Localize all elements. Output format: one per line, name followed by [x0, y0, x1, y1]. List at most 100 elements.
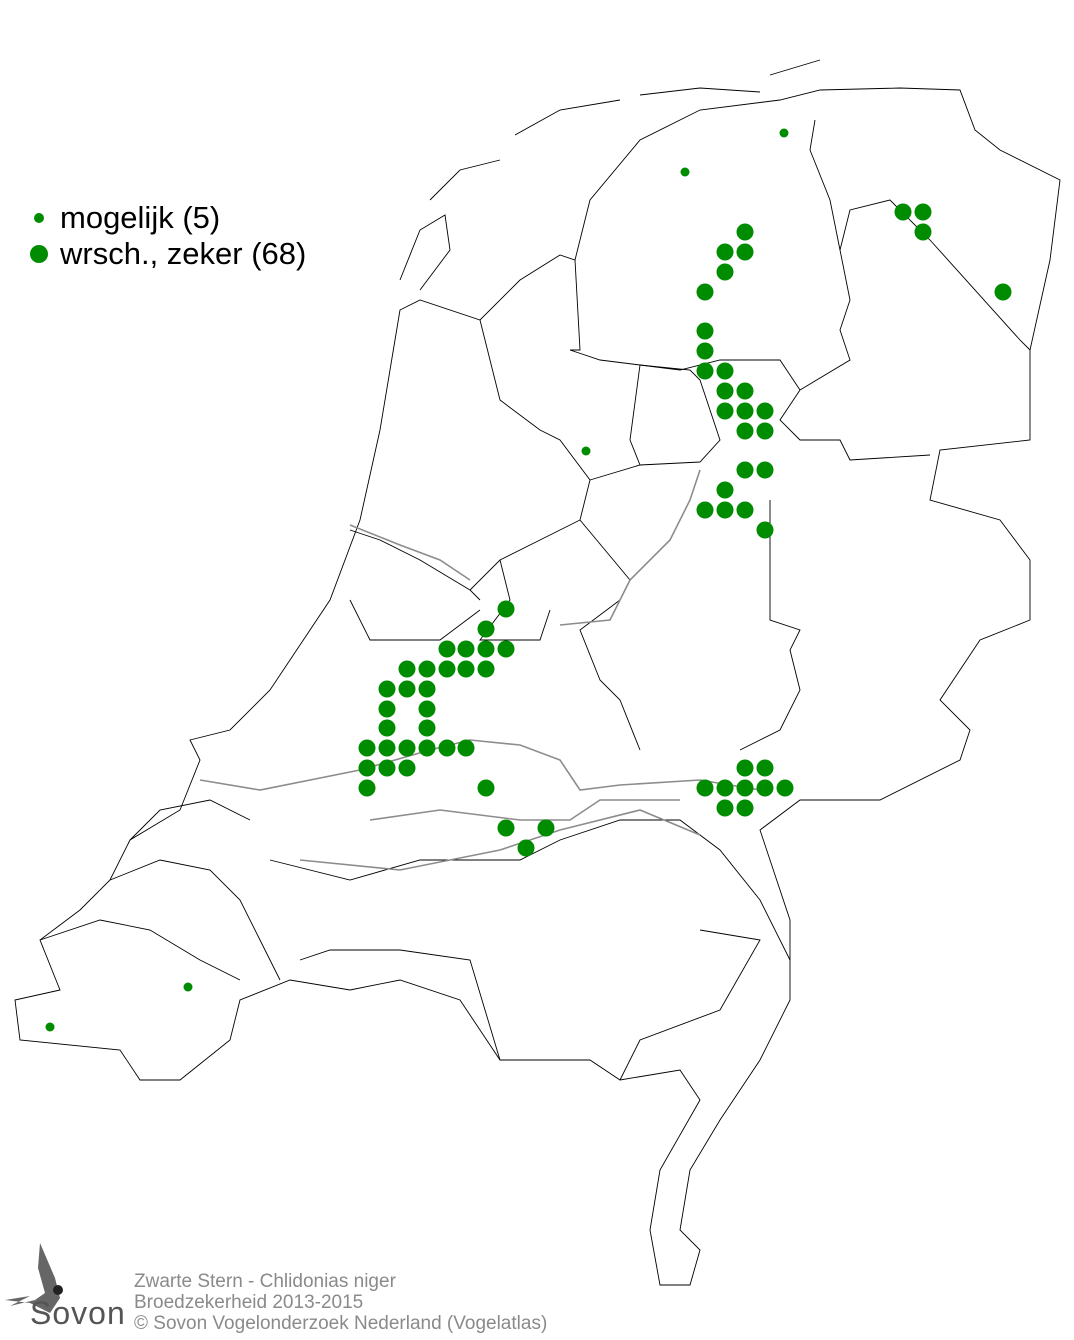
- dot-wrsch-zeker: [716, 362, 734, 380]
- dot-wrsch-zeker: [716, 799, 734, 817]
- groningen-border: [839, 199, 1031, 351]
- dot-wrsch-zeker: [696, 283, 714, 301]
- dot-wrsch-zeker: [497, 600, 515, 618]
- dot-wrsch-zeker: [457, 660, 475, 678]
- dot-wrsch-zeker: [497, 640, 515, 658]
- dot-wrsch-zeker: [756, 402, 774, 420]
- river-rhine-waal: [199, 739, 761, 821]
- dot-wrsch-zeker: [438, 660, 456, 678]
- dot-wrsch-zeker: [736, 461, 754, 479]
- dot-wrsch-zeker: [736, 402, 754, 420]
- dot-wrsch-zeker: [457, 739, 475, 757]
- logo-text: Sovon: [30, 1295, 126, 1331]
- dot-wrsch-zeker: [497, 819, 515, 837]
- observation-dots: [45, 128, 1012, 1032]
- dot-wrsch-zeker: [894, 203, 912, 221]
- dot-wrsch-zeker: [418, 739, 436, 757]
- dot-wrsch-zeker: [736, 243, 754, 261]
- dot-wrsch-zeker: [457, 640, 475, 658]
- dot-wrsch-zeker: [716, 779, 734, 797]
- legend-label: mogelijk (5): [60, 200, 221, 235]
- dot-wrsch-zeker: [716, 481, 734, 499]
- dot-wrsch-zeker: [398, 660, 416, 678]
- dot-wrsch-zeker: [477, 660, 495, 678]
- wadden-islands: [399, 59, 821, 291]
- dot-wrsch-zeker: [418, 660, 436, 678]
- dot-wrsch-zeker: [756, 461, 774, 479]
- dot-wrsch-zeker: [438, 640, 456, 658]
- dot-wrsch-zeker: [438, 739, 456, 757]
- legend-item-mogelijk: mogelijk (5): [28, 200, 306, 236]
- dot-wrsch-zeker: [736, 759, 754, 777]
- dot-wrsch-zeker: [756, 759, 774, 777]
- dot-wrsch-zeker: [358, 779, 376, 797]
- dot-wrsch-zeker: [477, 779, 495, 797]
- dot-wrsch-zeker: [914, 203, 932, 221]
- small-dot-icon: [34, 213, 44, 223]
- dot-wrsch-zeker: [398, 680, 416, 698]
- zeeland-outline: [39, 799, 281, 981]
- gelderland-border: [349, 500, 801, 751]
- dot-wrsch-zeker: [477, 620, 495, 638]
- dot-wrsch-zeker: [358, 739, 376, 757]
- dot-wrsch-zeker: [398, 739, 416, 757]
- dot-wrsch-zeker: [756, 779, 774, 797]
- dot-wrsch-zeker: [358, 759, 376, 777]
- dot-wrsch-zeker: [696, 322, 714, 340]
- dot-wrsch-zeker: [378, 759, 396, 777]
- dot-mogelijk: [581, 446, 591, 456]
- legend-label: wrsch., zeker (68): [60, 236, 307, 271]
- dot-wrsch-zeker: [914, 223, 932, 241]
- river-maas: [299, 809, 701, 871]
- dot-wrsch-zeker: [736, 223, 754, 241]
- map-subtitle: Broedzekerheid 2013-2015: [134, 1292, 364, 1313]
- dot-mogelijk: [183, 982, 193, 992]
- dot-wrsch-zeker: [696, 342, 714, 360]
- dot-wrsch-zeker: [418, 719, 436, 737]
- river-ijssel: [559, 469, 701, 626]
- dot-wrsch-zeker: [756, 521, 774, 539]
- dot-wrsch-zeker: [716, 382, 734, 400]
- dot-wrsch-zeker: [517, 839, 535, 857]
- dot-wrsch-zeker: [537, 819, 555, 837]
- dot-wrsch-zeker: [378, 700, 396, 718]
- legend-item-wrsch-zeker: wrsch., zeker (68): [28, 236, 306, 272]
- north-sea-canal: [349, 524, 471, 581]
- dot-wrsch-zeker: [994, 283, 1012, 301]
- dot-wrsch-zeker: [378, 680, 396, 698]
- legend: mogelijk (5) wrsch., zeker (68): [28, 200, 306, 272]
- dot-wrsch-zeker: [477, 640, 495, 658]
- dot-wrsch-zeker: [716, 243, 734, 261]
- dot-wrsch-zeker: [776, 779, 794, 797]
- large-dot-icon: [30, 245, 48, 263]
- dot-mogelijk: [45, 1022, 55, 1032]
- sovon-swallow-logo: [5, 1243, 63, 1313]
- species-title: Zwarte Stern - Chlidonias niger: [134, 1271, 396, 1292]
- dot-wrsch-zeker: [716, 402, 734, 420]
- dot-wrsch-zeker: [736, 422, 754, 440]
- dot-wrsch-zeker: [378, 739, 396, 757]
- dot-wrsch-zeker: [716, 263, 734, 281]
- dot-wrsch-zeker: [418, 700, 436, 718]
- dot-wrsch-zeker: [736, 382, 754, 400]
- dot-wrsch-zeker: [736, 779, 754, 797]
- dot-wrsch-zeker: [696, 362, 714, 380]
- country-outline: [14, 87, 1061, 1286]
- brabant-border: [269, 819, 791, 1081]
- dot-wrsch-zeker: [696, 779, 714, 797]
- dot-mogelijk: [680, 167, 690, 177]
- dot-wrsch-zeker: [418, 680, 436, 698]
- dot-mogelijk: [779, 128, 789, 138]
- dot-wrsch-zeker: [736, 799, 754, 817]
- copyright: © Sovon Vogelonderzoek Nederland (Vogela…: [134, 1313, 548, 1334]
- dot-wrsch-zeker: [696, 501, 714, 519]
- province-outlines: [14, 59, 1061, 1286]
- dot-wrsch-zeker: [756, 422, 774, 440]
- friesland-border: [569, 119, 931, 461]
- dot-wrsch-zeker: [736, 501, 754, 519]
- dot-wrsch-zeker: [398, 759, 416, 777]
- dot-wrsch-zeker: [378, 719, 396, 737]
- dot-wrsch-zeker: [716, 501, 734, 519]
